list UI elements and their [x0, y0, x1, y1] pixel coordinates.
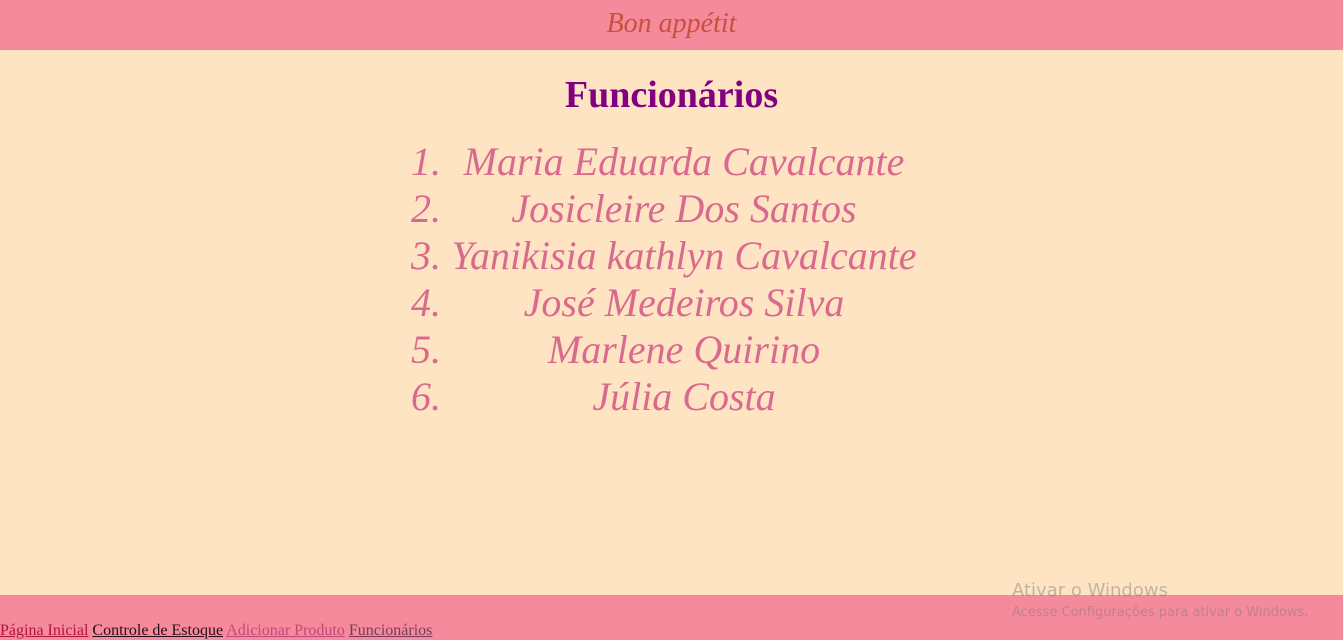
staff-name: Josicleire Dos Santos — [511, 186, 857, 231]
nav-link-stock-control[interactable]: Controle de Estoque — [92, 622, 224, 639]
staff-number: 5. — [411, 327, 441, 372]
page-title: Funcionários — [564, 74, 779, 116]
staff-name: José Medeiros Silva — [523, 280, 845, 325]
staff-list-item: 5. Marlene Quirino — [411, 326, 931, 373]
staff-number: 3. — [411, 233, 441, 278]
staff-list-item: 6. Júlia Costa — [411, 373, 931, 420]
site-brand: Bon appétit — [606, 8, 737, 39]
staff-name: Yanikisia kathlyn Cavalcante — [451, 233, 917, 278]
footer-nav: Página Inicial Controle de Estoque Adici… — [0, 622, 432, 640]
top-header-bar: Bon appétit — [0, 0, 1343, 50]
nav-link-staff[interactable]: Funcionários — [348, 622, 433, 639]
staff-number: 6. — [411, 374, 441, 419]
staff-name: Maria Eduarda Cavalcante — [463, 139, 905, 184]
staff-name: Marlene Quirino — [547, 327, 821, 372]
main-content: Funcionários 1. Maria Eduarda Cavalcante… — [0, 50, 1343, 595]
staff-name: Júlia Costa — [592, 374, 776, 419]
staff-list-item: 2. Josicleire Dos Santos — [411, 185, 931, 232]
staff-list-item: 3. Yanikisia kathlyn Cavalcante — [411, 232, 931, 279]
staff-number: 4. — [411, 280, 441, 325]
footer-bar: Página Inicial Controle de Estoque Adici… — [0, 595, 1343, 640]
nav-link-home[interactable]: Página Inicial — [0, 622, 89, 639]
staff-number: 1. — [411, 139, 441, 184]
nav-link-add-product[interactable]: Adicionar Produto — [226, 622, 345, 639]
staff-list-item: 4. José Medeiros Silva — [411, 279, 931, 326]
staff-list-item: 1. Maria Eduarda Cavalcante — [411, 138, 931, 185]
staff-number: 2. — [411, 186, 441, 231]
staff-list: 1. Maria Eduarda Cavalcante 2. Josicleir… — [411, 138, 931, 420]
